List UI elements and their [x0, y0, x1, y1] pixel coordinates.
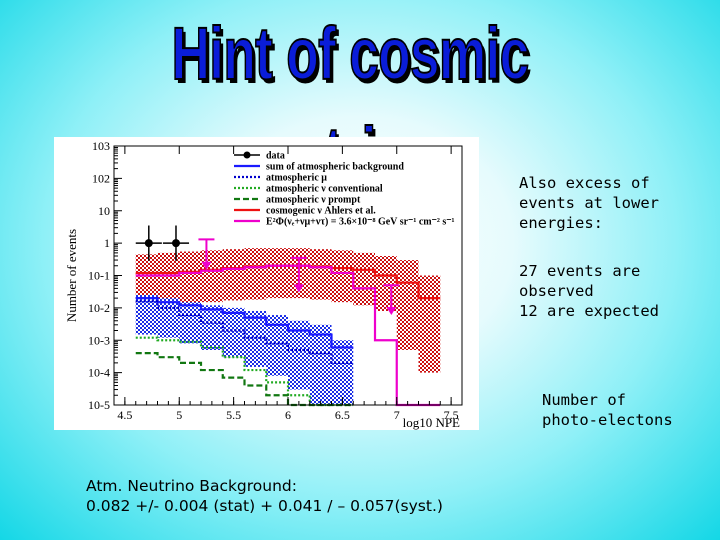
axes: 4.5 5 5.5 6 6.5 7 7.5 10-5 10-4 10-3 10-2 10-1 1 10 10…	[64, 139, 463, 430]
band-bin	[179, 251, 201, 305]
event-count-note: 27 events are observed 12 are expected	[519, 262, 659, 320]
band-bin	[201, 250, 223, 303]
y-tick-label: 10-2	[88, 301, 110, 315]
y-tick-label: 10-3	[88, 333, 110, 347]
series-step-line	[135, 336, 354, 407]
x-tick-label: 5	[176, 408, 182, 422]
band-bin	[375, 256, 397, 312]
y-tick-label: 103	[92, 139, 110, 153]
y-tick-label: 102	[92, 171, 110, 185]
band-bin	[418, 275, 441, 373]
series-step-line	[135, 297, 354, 349]
band-bin	[135, 254, 158, 306]
legend-label: sum of atmospheric background	[266, 162, 404, 173]
data-point	[144, 239, 153, 248]
series-step-line	[135, 300, 354, 364]
y-axis-label: Number of events	[64, 229, 79, 322]
x-tick-label: 6.5	[335, 408, 350, 422]
band-bin	[244, 248, 267, 300]
band-bin	[266, 315, 288, 376]
uncertainty-bands	[135, 248, 441, 405]
band-bin	[222, 307, 245, 358]
band-bin	[201, 305, 223, 350]
series-step-line	[135, 264, 441, 407]
x-axis-label: log10 NPE	[403, 415, 460, 430]
npe-histogram-chart: 4.5 5 5.5 6 6.5 7 7.5 10-5 10-4 10-3 10-2 10-1 1 10 10…	[54, 137, 479, 430]
x-tick-label: 7.5	[444, 408, 459, 422]
y-tick-label: 10-5	[88, 398, 110, 412]
legend-label: E²Φ(νₑ+νμ+ντ) = 3.6×10⁻⁸ GeV sr⁻¹ cm⁻² s…	[266, 217, 455, 228]
x-tick-label: 5.5	[226, 408, 241, 422]
legend-marker	[243, 151, 251, 159]
band-bin	[353, 252, 375, 306]
excess-note: Also excess of events at lower energies:	[519, 174, 659, 232]
band-bin	[331, 340, 354, 405]
band-bin	[288, 320, 310, 390]
x-tick-label: 7	[394, 408, 400, 422]
band-bin	[222, 249, 245, 301]
data-point	[171, 239, 180, 248]
background-estimate: Atm. Neutrino Background: 0.082 +/- 0.00…	[86, 476, 536, 516]
upper-limit-arrow	[201, 261, 212, 270]
y-tick-label: 10-4	[88, 366, 110, 380]
x-tick-label: 6	[285, 408, 291, 422]
background-value: 0.082 +/- 0.004 (stat) + 0.041 / – 0.057…	[86, 497, 443, 515]
band-bin	[135, 294, 158, 335]
band-bin	[244, 311, 267, 367]
y-tick-label: 10-1	[88, 269, 110, 283]
band-bin	[396, 260, 419, 350]
legend-label: atmospheric ν conventional	[266, 184, 383, 195]
legend-label: atmospheric ν prompt	[266, 195, 361, 206]
data-points	[135, 225, 400, 316]
slide-title: Hint of cosmic neutrinos	[171, 11, 530, 196]
x-tick-label: 4.5	[117, 408, 132, 422]
npe-note: Number of photo-electons	[542, 391, 673, 429]
legend-label: cosmogenic ν Ahlers et al.	[266, 206, 376, 217]
upper-limit-arrow	[293, 284, 304, 293]
upper-limit-arrow	[386, 307, 397, 316]
band-bin	[157, 298, 180, 338]
band-bin	[157, 252, 180, 306]
legend-label: data	[266, 151, 285, 162]
band-bin	[309, 324, 332, 405]
band-bin	[266, 248, 288, 299]
background-label: Atm. Neutrino Background:	[86, 477, 297, 495]
y-tick-label: 10	[98, 204, 110, 218]
band-bin	[309, 249, 332, 300]
legend-label: atmospheric μ	[266, 173, 327, 184]
band-bin	[331, 250, 354, 303]
y-tick-label: 1	[104, 236, 110, 250]
band-bin	[179, 302, 201, 344]
